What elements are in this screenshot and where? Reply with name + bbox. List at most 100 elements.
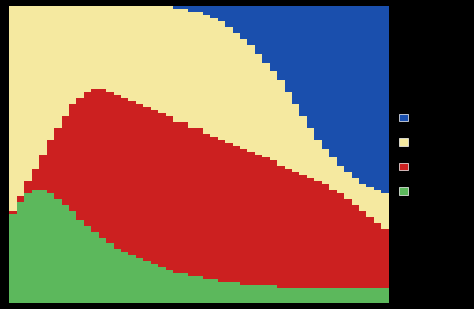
Bar — [366, 187, 374, 217]
Bar — [218, 282, 225, 303]
Bar — [165, 6, 173, 116]
Bar — [195, 6, 203, 12]
Bar — [262, 285, 270, 303]
Bar — [381, 229, 389, 288]
Bar — [195, 128, 203, 276]
Bar — [84, 6, 91, 92]
Bar — [54, 199, 62, 303]
Bar — [62, 6, 69, 116]
Bar — [181, 6, 188, 9]
Bar — [91, 89, 99, 232]
Bar — [165, 270, 173, 303]
Bar — [158, 113, 165, 267]
Bar — [322, 149, 329, 184]
Bar — [314, 140, 322, 181]
Bar — [210, 18, 218, 137]
Bar — [99, 89, 106, 238]
Bar — [99, 238, 106, 303]
Bar — [240, 6, 247, 39]
Bar — [352, 178, 359, 205]
Bar — [76, 220, 84, 303]
Bar — [69, 211, 76, 303]
Bar — [292, 6, 300, 104]
Bar — [247, 285, 255, 303]
Bar — [181, 122, 188, 273]
Bar — [233, 282, 240, 303]
Bar — [337, 166, 344, 193]
Bar — [359, 288, 366, 303]
Bar — [225, 282, 233, 303]
Bar — [374, 223, 381, 288]
Bar — [173, 6, 181, 9]
Bar — [225, 143, 233, 282]
Bar — [300, 6, 307, 116]
Bar — [76, 98, 84, 220]
Bar — [225, 6, 233, 27]
Bar — [173, 122, 181, 273]
Bar — [352, 288, 359, 303]
Bar — [128, 6, 136, 101]
Bar — [300, 116, 307, 175]
Bar — [203, 6, 210, 15]
Bar — [307, 288, 314, 303]
Bar — [9, 6, 17, 211]
Bar — [344, 6, 352, 172]
Bar — [32, 190, 39, 303]
Bar — [352, 205, 359, 288]
Bar — [165, 116, 173, 270]
Bar — [173, 9, 181, 122]
Bar — [277, 166, 284, 288]
Bar — [136, 104, 143, 258]
Bar — [337, 193, 344, 288]
Bar — [337, 288, 344, 303]
Bar — [277, 288, 284, 303]
Bar — [329, 190, 337, 288]
Bar — [24, 181, 32, 193]
Bar — [46, 140, 54, 193]
Bar — [359, 211, 366, 288]
Bar — [99, 6, 106, 89]
Bar — [158, 6, 165, 113]
Bar — [218, 21, 225, 140]
Bar — [69, 104, 76, 211]
Bar — [240, 149, 247, 285]
Legend: , , , : , , , — [397, 111, 418, 198]
Bar — [218, 6, 225, 21]
Bar — [143, 107, 151, 261]
Bar — [84, 226, 91, 303]
Bar — [210, 6, 218, 18]
Bar — [128, 101, 136, 255]
Bar — [54, 6, 62, 128]
Bar — [188, 12, 195, 128]
Bar — [262, 62, 270, 158]
Bar — [255, 6, 262, 54]
Bar — [233, 33, 240, 146]
Bar — [359, 184, 366, 211]
Bar — [136, 6, 143, 104]
Bar — [381, 288, 389, 303]
Bar — [106, 243, 114, 303]
Bar — [17, 6, 24, 196]
Bar — [32, 6, 39, 169]
Bar — [381, 6, 389, 193]
Bar — [62, 205, 69, 303]
Bar — [359, 6, 366, 184]
Bar — [121, 252, 128, 303]
Bar — [307, 128, 314, 178]
Bar — [9, 214, 17, 303]
Bar — [39, 6, 46, 154]
Bar — [24, 6, 32, 181]
Bar — [143, 6, 151, 107]
Bar — [188, 276, 195, 303]
Bar — [188, 128, 195, 276]
Bar — [262, 158, 270, 285]
Bar — [314, 6, 322, 140]
Bar — [114, 95, 121, 249]
Bar — [329, 158, 337, 190]
Bar — [114, 249, 121, 303]
Bar — [17, 202, 24, 303]
Bar — [374, 190, 381, 223]
Bar — [195, 12, 203, 128]
Bar — [255, 154, 262, 285]
Bar — [322, 288, 329, 303]
